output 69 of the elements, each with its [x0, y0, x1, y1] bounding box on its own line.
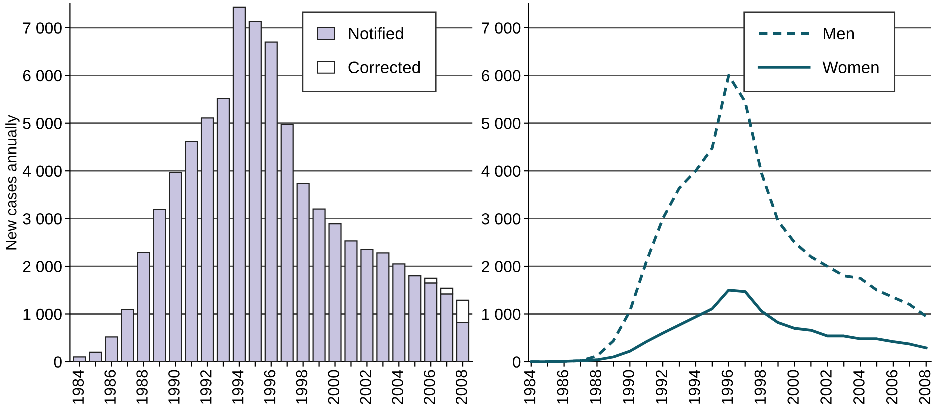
y-tick-label: 2 000: [482, 261, 521, 272]
x-tick-label: 1986: [104, 370, 116, 404]
x-tick-label: 2008: [456, 370, 468, 404]
bar: [89, 352, 102, 362]
bar: [137, 252, 150, 362]
x-tick-label: 2006: [886, 370, 898, 404]
x-tick-label: 2006: [424, 370, 436, 404]
y-axis-title: New cases annually: [6, 115, 20, 250]
x-tick-label: 1990: [168, 370, 180, 404]
bar: [73, 356, 86, 362]
x-tick-label: 1984: [524, 370, 536, 404]
x-tick-label: 1994: [232, 370, 244, 404]
y-tick-label: 1 000: [482, 308, 521, 320]
y-tick-label: 0: [54, 356, 62, 368]
x-tick-label: 1998: [754, 370, 766, 404]
bar: [248, 21, 262, 362]
bar: [232, 6, 246, 362]
y-tick-label: 0: [513, 356, 521, 368]
y-tick-label: 2 000: [23, 261, 62, 272]
y-tick-label: 3 000: [482, 213, 521, 225]
y-tick-label: 5 000: [23, 118, 62, 130]
x-tick-label: 1990: [623, 370, 634, 404]
legend-label: Notified: [349, 27, 404, 40]
x-tick-label: 2002: [360, 370, 372, 404]
bar: [344, 240, 358, 362]
x-tick-label: 1988: [136, 370, 148, 404]
y-tick-label: 4 000: [22, 166, 62, 178]
x-tick-label: 1988: [590, 370, 602, 404]
bar: [185, 141, 198, 362]
x-tick-label: 2000: [328, 370, 340, 404]
y-tick-label: 4 000: [482, 166, 521, 178]
x-tick-label: 1998: [296, 370, 308, 404]
y-tick-label: 5 000: [482, 118, 521, 130]
bar: [360, 249, 374, 362]
bar: [296, 182, 310, 362]
bar: [169, 172, 182, 362]
y-tick-label: 7 000: [23, 22, 62, 34]
x-tick-label: 2002: [820, 370, 832, 404]
x-tick-label: 1986: [557, 370, 569, 404]
bar: [153, 209, 166, 362]
x-tick-label: 2008: [919, 370, 931, 404]
bar: [280, 124, 294, 362]
bar: [121, 309, 134, 362]
bar: [408, 276, 422, 362]
bar: [376, 252, 390, 362]
legend-label: Corrected: [348, 61, 420, 74]
x-tick-label: 2004: [392, 370, 404, 404]
x-tick-label: 1984: [72, 370, 84, 404]
x-tick-label: 2000: [788, 370, 800, 404]
bar: [392, 264, 406, 362]
y-tick-label: 1 000: [24, 308, 62, 320]
bar: [105, 336, 118, 362]
y-tick-label: 3 000: [23, 213, 62, 225]
legend-label: Men: [824, 28, 854, 40]
bar: [216, 98, 230, 362]
y-tick-label: 6 000: [23, 70, 62, 82]
y-tick-label: 7 000: [482, 22, 521, 34]
x-tick-label: 1996: [722, 370, 734, 404]
bar: [328, 224, 342, 362]
x-tick-label: 1994: [688, 370, 700, 404]
bar: [312, 208, 326, 362]
bar: [200, 118, 214, 362]
bar: [264, 42, 278, 362]
x-tick-label: 2004: [854, 370, 865, 404]
x-tick-label: 1992: [200, 370, 212, 404]
x-tick-label: 1992: [656, 370, 668, 404]
legend-label: Women: [822, 62, 879, 74]
x-tick-label: 1996: [264, 370, 276, 404]
y-tick-label: 6 000: [482, 70, 521, 82]
